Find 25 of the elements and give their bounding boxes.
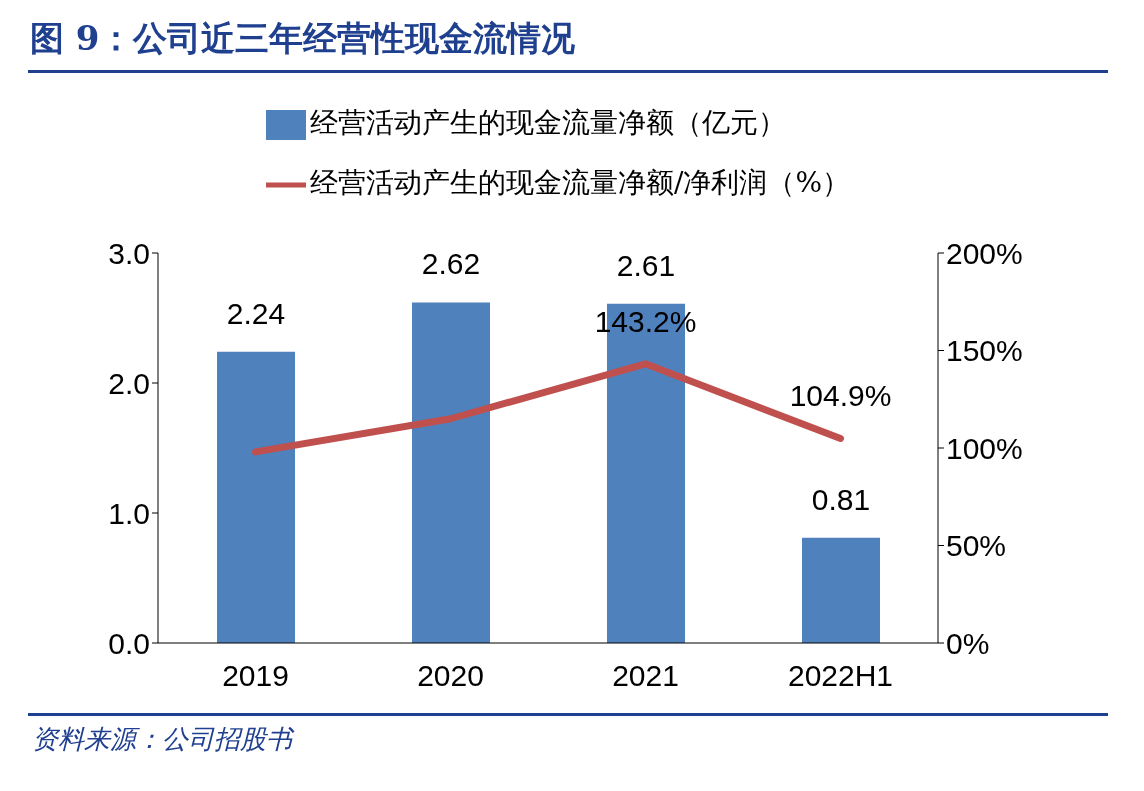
- text: 资料来源：公司招股书: [31, 723, 296, 756]
- chart-title: 图 9：公司近三年经营性现金流情况: [29, 17, 577, 60]
- y-tick-label: 1.0: [108, 496, 150, 530]
- legend-label: 经营活动产生的现金流量净额（亿元）: [309, 106, 786, 139]
- y2-tick-label: 50%: [946, 529, 1007, 563]
- bar: [412, 302, 490, 643]
- legend-label: 经营活动产生的现金流量净额/净利润（%）: [309, 166, 851, 199]
- x-tick-label: 2020: [417, 659, 484, 693]
- data-label: 2.62: [421, 247, 481, 281]
- x-tick-label: 2022H1: [787, 659, 894, 693]
- y2-tick-label: 150%: [946, 334, 1023, 368]
- data-label: 2.61: [616, 248, 676, 282]
- y2-tick-label: 0%: [946, 626, 990, 660]
- y-tick-label: 2.0: [108, 366, 150, 400]
- data-label: 104.9%: [789, 379, 892, 413]
- y-tick-label: 0.0: [108, 626, 150, 660]
- y-tick-label: 3.0: [108, 236, 150, 270]
- bar: [802, 537, 880, 643]
- bar: [217, 351, 295, 643]
- data-label: 0.81: [811, 482, 871, 516]
- y2-tick-label: 200%: [946, 236, 1023, 270]
- y2-tick-label: 100%: [946, 431, 1023, 465]
- data-label: 2.24: [226, 296, 286, 330]
- x-tick-label: 2021: [612, 659, 679, 693]
- x-tick-label: 2019: [222, 659, 289, 693]
